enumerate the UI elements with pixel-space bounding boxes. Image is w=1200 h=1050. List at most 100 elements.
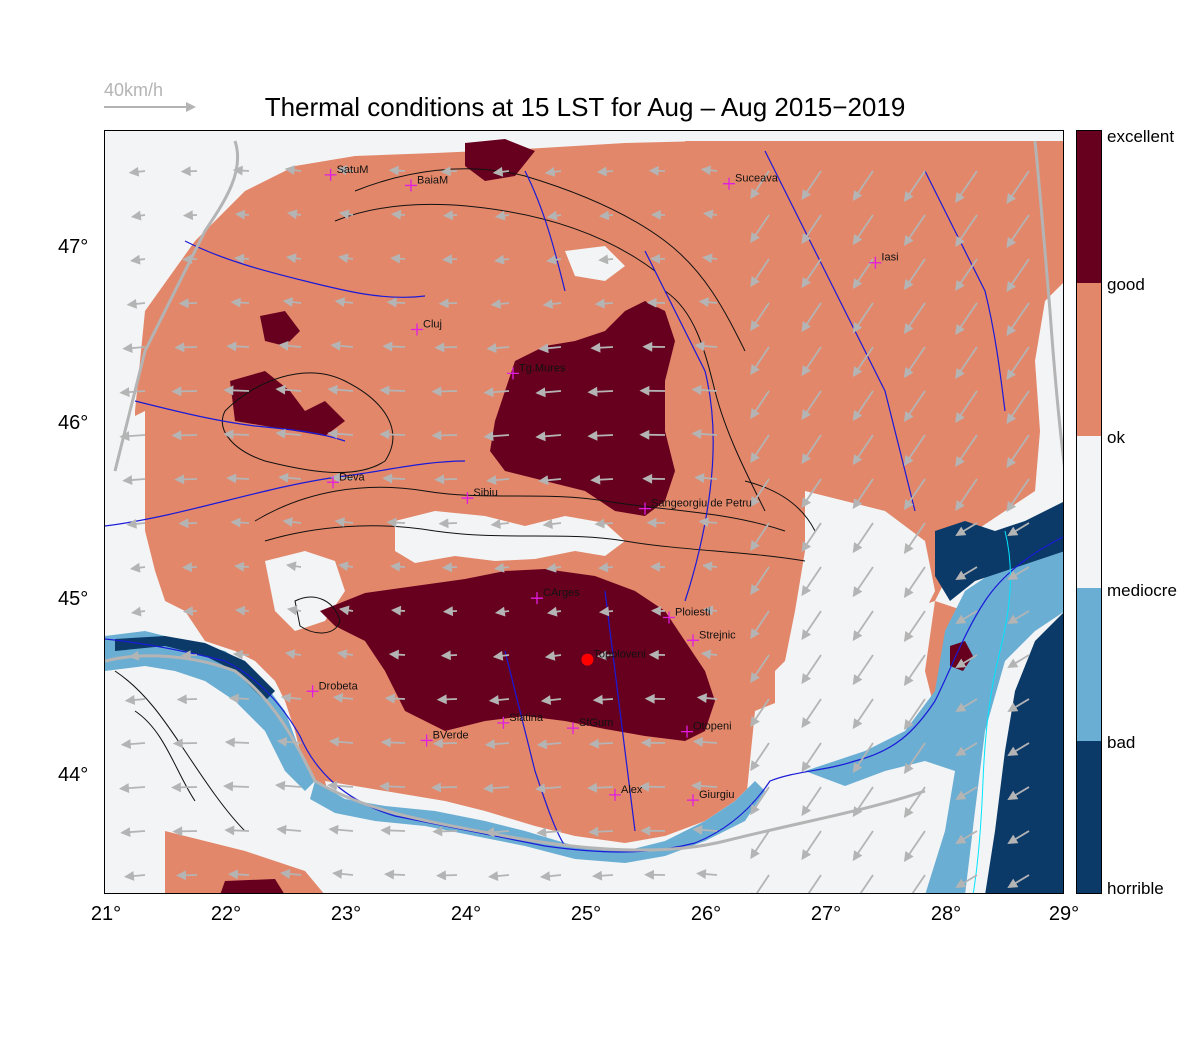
wind-arrow-head: [226, 341, 237, 352]
wind-arrow-head: [587, 782, 598, 793]
wind-arrow-head: [801, 321, 812, 333]
wind-arrow-head: [336, 649, 348, 660]
wind-arrow-head: [852, 586, 863, 598]
wind-arrow-head: [852, 366, 863, 378]
wind-arrow-head: [903, 763, 914, 775]
wind-arrow-head: [130, 210, 142, 221]
wind-arrow-head: [176, 694, 187, 705]
colorbar-horrible: [1077, 741, 1101, 893]
city-marker: Drobeta: [306, 680, 359, 698]
map-title: Thermal conditions at 15 LST for Aug – A…: [264, 92, 906, 122]
wind-arrow-head: [1006, 457, 1017, 468]
city-marker: Giurgiu: [687, 789, 734, 807]
wind-arrow-head: [955, 878, 967, 889]
wind-arrow-head: [750, 672, 760, 684]
wind-arrow-head: [440, 166, 451, 177]
wind-arrow-head: [379, 781, 390, 792]
wind-arrow-head: [535, 387, 546, 398]
wind-arrow-head: [124, 871, 135, 881]
wind-arrow-head: [338, 253, 349, 264]
wind-arrow-head: [903, 587, 914, 599]
wind-arrow-head: [801, 233, 812, 245]
colorbar-label-mediocre: mediocre: [1107, 581, 1177, 600]
wind-arrow-head: [174, 474, 185, 485]
lon-tick-21: 21°: [90, 903, 122, 925]
wind-arrow-head: [535, 431, 546, 442]
wind-arrow-head: [649, 561, 661, 572]
wind-arrow-head: [180, 166, 191, 177]
wind-arrow-head: [955, 192, 965, 204]
wind-arrow-head: [282, 297, 294, 307]
wind-arrow-head: [332, 868, 343, 879]
wind-arrow-head: [442, 254, 453, 265]
wind-scale-arrow-icon: [104, 102, 196, 112]
city-label: Sibiu: [473, 487, 497, 499]
city-cross-icon: [497, 716, 510, 729]
wind-arrow-head: [546, 254, 557, 265]
wind-arrow-head: [852, 674, 863, 686]
excellent-zone-east-patch: [950, 641, 973, 671]
wind-arrow-head: [327, 428, 338, 439]
excellent-zone-apuseni-north: [260, 311, 300, 346]
wind-arrow-head: [544, 650, 556, 661]
wind-arrow-head: [182, 606, 194, 617]
wind-vectors: [119, 165, 1030, 893]
lon-tick-29: 29°: [1048, 903, 1080, 925]
wind-arrow-head: [1006, 237, 1017, 248]
wind-arrow-head: [493, 562, 505, 573]
wind-arrow-head: [750, 760, 760, 772]
city-cross-icon: [567, 722, 579, 735]
ok-patch-north: [565, 246, 625, 281]
wind-arrow-head: [488, 871, 499, 881]
wind-arrow-head: [276, 824, 287, 835]
wind-arrow-head: [596, 166, 607, 177]
colorbar-mediocre: [1077, 588, 1101, 741]
wind-arrow-head: [1007, 570, 1019, 581]
wind-arrow-head: [388, 649, 400, 660]
city-cross-icon: [420, 734, 433, 747]
wind-arrow-head: [1006, 501, 1017, 512]
wind-arrow-head: [594, 298, 605, 309]
wind-arrow-head: [852, 410, 863, 422]
wind-arrow-head: [124, 695, 136, 705]
lon-tick-22: 22°: [210, 903, 242, 925]
wind-arrow-head: [538, 343, 549, 354]
wind-arrow-head: [696, 869, 707, 880]
wind-arrow-head: [382, 341, 393, 352]
wind-arrow-head: [432, 738, 443, 749]
thermal-map: SatuM BaiaM Suceava Iasi Cluj Tg.Mures Deva Sib…: [105, 131, 1063, 893]
wind-arrow-head: [598, 210, 610, 221]
city-label: Ploiesti: [675, 607, 710, 619]
wind-arrow-head: [389, 561, 401, 572]
wind-arrow-head: [701, 561, 713, 572]
wind-arrow-head: [903, 543, 914, 555]
wind-arrow-head: [903, 719, 914, 731]
wind-arrow-head: [596, 650, 608, 661]
wind-arrow-head: [698, 297, 709, 308]
wind-arrow-head: [588, 738, 599, 749]
wind-arrow-head: [280, 692, 292, 703]
city-marker: Sibiu: [461, 487, 498, 505]
wind-arrow-head: [801, 365, 812, 377]
wind-arrow-head: [172, 826, 183, 837]
wind-arrow-head: [587, 386, 598, 397]
wind-arrow-head: [492, 650, 504, 661]
city-marker: Ploiesti: [663, 607, 710, 624]
wind-arrow-head: [330, 472, 341, 483]
wind-arrow-head: [955, 368, 965, 380]
wind-arrow-head: [488, 695, 500, 705]
wind-arrow-head: [750, 364, 760, 376]
city-marker: SatuM: [324, 164, 368, 181]
city-label: Suceava: [735, 173, 779, 185]
wind-arrow-head: [750, 848, 760, 860]
wind-arrow-head: [224, 825, 235, 836]
city-label: Iasi: [881, 252, 898, 264]
wind-arrow-head: [694, 473, 705, 483]
wind-arrow-head: [278, 340, 289, 351]
wind-arrow-head: [801, 497, 812, 509]
city-marker: Deva: [327, 471, 366, 489]
wind-arrow-head: [494, 606, 506, 617]
wind-arrow-head: [434, 474, 445, 485]
city-marker: Topoloveni: [581, 649, 646, 666]
wind-arrow-head: [276, 736, 288, 747]
